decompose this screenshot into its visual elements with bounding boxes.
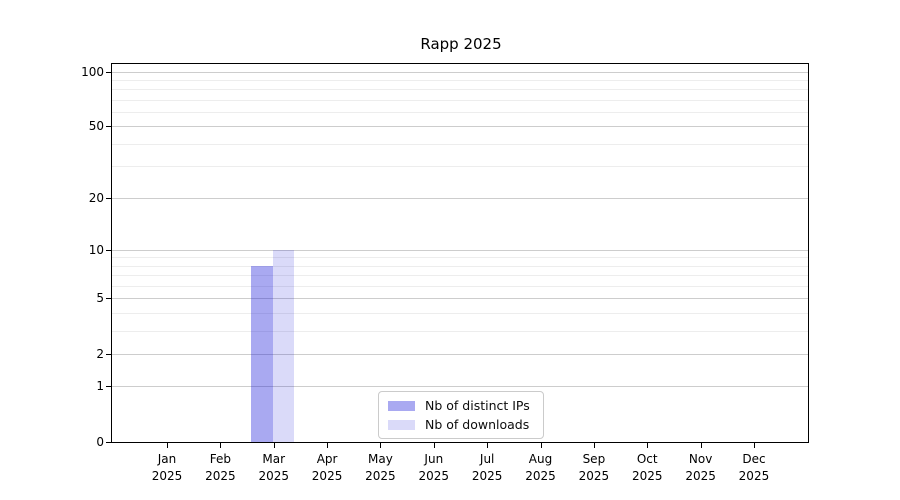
bar-nb-of-downloads bbox=[272, 249, 295, 442]
legend: Nb of distinct IPs Nb of downloads bbox=[378, 391, 544, 439]
chart-title: Rapp 2025 bbox=[420, 35, 502, 53]
y-tick-label: 1 bbox=[96, 379, 104, 394]
x-tick-mark bbox=[647, 443, 648, 448]
x-tick-month: Nov bbox=[688, 452, 713, 466]
y-tick-mark bbox=[106, 198, 111, 199]
major-gridline bbox=[112, 71, 808, 73]
minor-gridline bbox=[112, 166, 808, 168]
x-tick-mark bbox=[380, 443, 381, 448]
x-tick-month: Jan bbox=[157, 452, 177, 466]
y-tick-mark bbox=[106, 126, 111, 127]
minor-gridline bbox=[112, 312, 808, 314]
x-tick-month: Apr bbox=[316, 452, 338, 466]
y-tick-mark bbox=[106, 442, 111, 443]
x-tick-year: 2025 bbox=[258, 468, 289, 483]
x-tick-year: 2025 bbox=[471, 468, 503, 483]
x-tick-year: 2025 bbox=[311, 468, 343, 483]
minor-gridline bbox=[112, 275, 808, 277]
y-tick-label: 50 bbox=[88, 119, 104, 134]
x-tick-mark bbox=[594, 443, 595, 448]
y-tick-mark bbox=[106, 354, 111, 355]
x-tick-mark bbox=[487, 443, 488, 448]
x-tick-year: 2025 bbox=[738, 468, 770, 483]
legend-row: Nb of downloads bbox=[388, 415, 534, 434]
legend-label: Nb of downloads bbox=[425, 417, 530, 432]
legend-swatch-icon bbox=[388, 419, 415, 430]
minor-gridline bbox=[112, 330, 808, 332]
x-tick-label: Aug 2025 bbox=[505, 451, 577, 484]
legend-label: Nb of distinct IPs bbox=[425, 398, 530, 413]
x-tick-label: Sep 2025 bbox=[558, 451, 630, 484]
bar-nb-of-distinct-ips bbox=[251, 265, 273, 442]
major-gridline bbox=[112, 249, 808, 251]
x-tick-year: 2025 bbox=[525, 468, 556, 483]
y-tick-mark bbox=[106, 72, 111, 73]
minor-gridline bbox=[112, 257, 808, 259]
x-tick-mark bbox=[274, 443, 275, 448]
x-tick-mark bbox=[220, 443, 221, 448]
x-tick-mark bbox=[327, 443, 328, 448]
x-tick-label: Jul 2025 bbox=[451, 451, 523, 484]
y-tick-label: 10 bbox=[88, 242, 104, 257]
x-tick-year: 2025 bbox=[685, 468, 716, 483]
x-tick-label: Mar 2025 bbox=[238, 451, 310, 484]
y-tick-mark bbox=[106, 386, 111, 387]
x-tick-mark bbox=[541, 443, 542, 448]
x-tick-label: Jun 2025 bbox=[398, 451, 470, 484]
y-tick-label: 2 bbox=[96, 346, 104, 361]
y-tick-label: 5 bbox=[96, 291, 104, 306]
x-tick-year: 2025 bbox=[151, 468, 183, 483]
major-gridline bbox=[112, 197, 808, 199]
legend-row: Nb of distinct IPs bbox=[388, 396, 534, 415]
x-tick-month: Sep bbox=[582, 452, 606, 466]
x-tick-label: Jan 2025 bbox=[131, 451, 203, 484]
x-tick-label: Nov 2025 bbox=[665, 451, 737, 484]
y-tick-mark bbox=[106, 298, 111, 299]
y-tick-label: 20 bbox=[88, 190, 104, 205]
x-tick-year: 2025 bbox=[365, 468, 396, 483]
plot-area bbox=[111, 63, 809, 443]
y-tick-label: 100 bbox=[81, 64, 104, 79]
minor-gridline bbox=[112, 79, 808, 81]
minor-gridline bbox=[112, 112, 808, 114]
x-tick-mark bbox=[754, 443, 755, 448]
minor-gridline bbox=[112, 89, 808, 91]
major-gridline bbox=[112, 353, 808, 355]
y-tick-mark bbox=[106, 250, 111, 251]
x-tick-year: 2025 bbox=[578, 468, 610, 483]
major-gridline bbox=[112, 386, 808, 388]
x-tick-month: Jun bbox=[424, 452, 444, 466]
x-tick-label: Feb 2025 bbox=[184, 451, 256, 484]
x-tick-mark bbox=[434, 443, 435, 448]
x-tick-year: 2025 bbox=[631, 468, 663, 483]
x-tick-label: Dec 2025 bbox=[718, 451, 790, 484]
x-tick-year: 2025 bbox=[205, 468, 236, 483]
x-tick-mark bbox=[167, 443, 168, 448]
x-tick-month: May bbox=[368, 452, 393, 466]
x-tick-month: Feb bbox=[209, 452, 231, 466]
x-tick-month: Dec bbox=[742, 452, 766, 466]
y-tick-label: 0 bbox=[96, 435, 104, 449]
x-tick-label: Oct 2025 bbox=[611, 451, 683, 484]
legend-swatch-icon bbox=[388, 400, 415, 411]
x-tick-year: 2025 bbox=[418, 468, 450, 483]
x-tick-month: Aug bbox=[528, 452, 553, 466]
major-gridline bbox=[112, 298, 808, 300]
x-tick-month: Mar bbox=[262, 452, 286, 466]
x-tick-month: Oct bbox=[636, 452, 658, 466]
x-tick-label: Apr 2025 bbox=[291, 451, 363, 484]
minor-gridline bbox=[112, 143, 808, 145]
x-tick-mark bbox=[701, 443, 702, 448]
x-tick-month: Jul bbox=[479, 452, 495, 466]
x-tick-label: May 2025 bbox=[344, 451, 416, 484]
minor-gridline bbox=[112, 285, 808, 287]
major-gridline bbox=[112, 126, 808, 128]
minor-gridline bbox=[112, 99, 808, 101]
minor-gridline bbox=[112, 265, 808, 267]
